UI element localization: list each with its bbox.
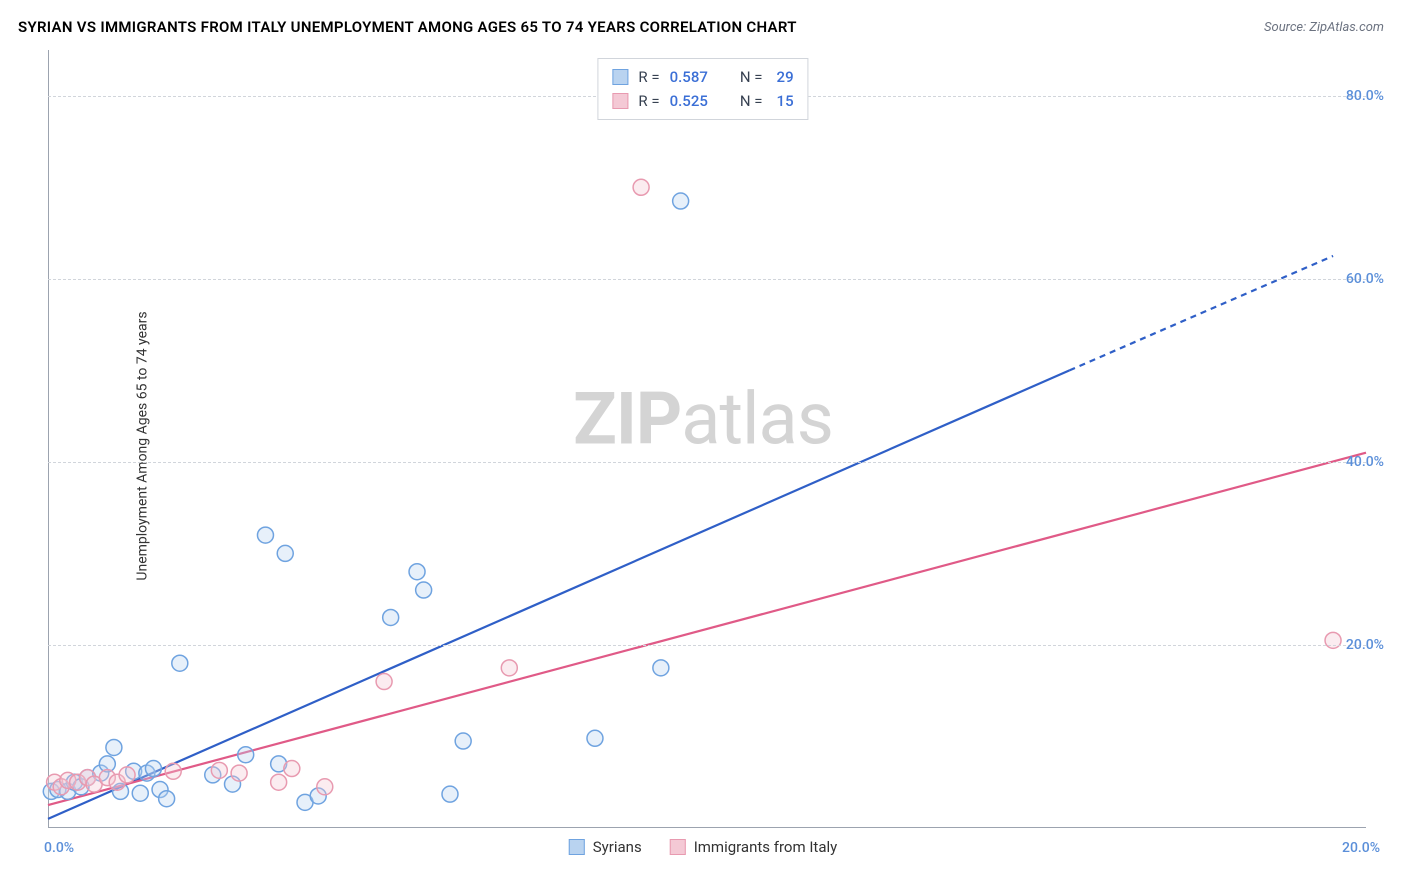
source-label: Source: ZipAtlas.com — [1264, 20, 1384, 35]
legend-top-row: R = 0.587 N = 29 — [612, 65, 793, 89]
legend-label: Syrians — [593, 838, 642, 856]
y-tick-label: 40.0% — [1346, 454, 1384, 470]
legend-top-row: R = 0.525 N = 15 — [612, 89, 793, 113]
legend-label: Immigrants from Italy — [694, 838, 838, 856]
chart-svg — [48, 50, 1366, 828]
legend-bottom-item: Immigrants from Italy — [670, 838, 838, 856]
y-tick-label: 20.0% — [1346, 637, 1384, 653]
gridline — [48, 279, 1366, 280]
chart-title: SYRIAN VS IMMIGRANTS FROM ITALY UNEMPLOY… — [18, 18, 797, 36]
legend-n-value: 15 — [777, 89, 794, 113]
gridline — [48, 645, 1366, 646]
legend-top: R = 0.587 N = 29 R = 0.525 N = 15 — [597, 58, 808, 120]
legend-r-label: R = — [638, 65, 659, 89]
legend-r-value: 0.587 — [670, 65, 708, 89]
legend-n-label: N = — [740, 65, 763, 89]
x-tick-label: 0.0% — [44, 840, 74, 856]
gridline — [48, 462, 1366, 463]
legend-r-label: R = — [638, 89, 659, 113]
legend-swatch — [612, 93, 628, 109]
legend-r-value: 0.525 — [670, 89, 708, 113]
legend-swatch — [670, 839, 686, 855]
y-tick-label: 80.0% — [1346, 88, 1384, 104]
legend-bottom-item: Syrians — [569, 838, 642, 856]
legend-swatch — [569, 839, 585, 855]
legend-swatch — [612, 69, 628, 85]
legend-n-label: N = — [740, 89, 763, 113]
x-tick-label: 20.0% — [1342, 840, 1380, 856]
legend-n-value: 29 — [777, 65, 794, 89]
y-tick-label: 60.0% — [1346, 271, 1384, 287]
legend-bottom: Syrians Immigrants from Italy — [569, 838, 837, 856]
